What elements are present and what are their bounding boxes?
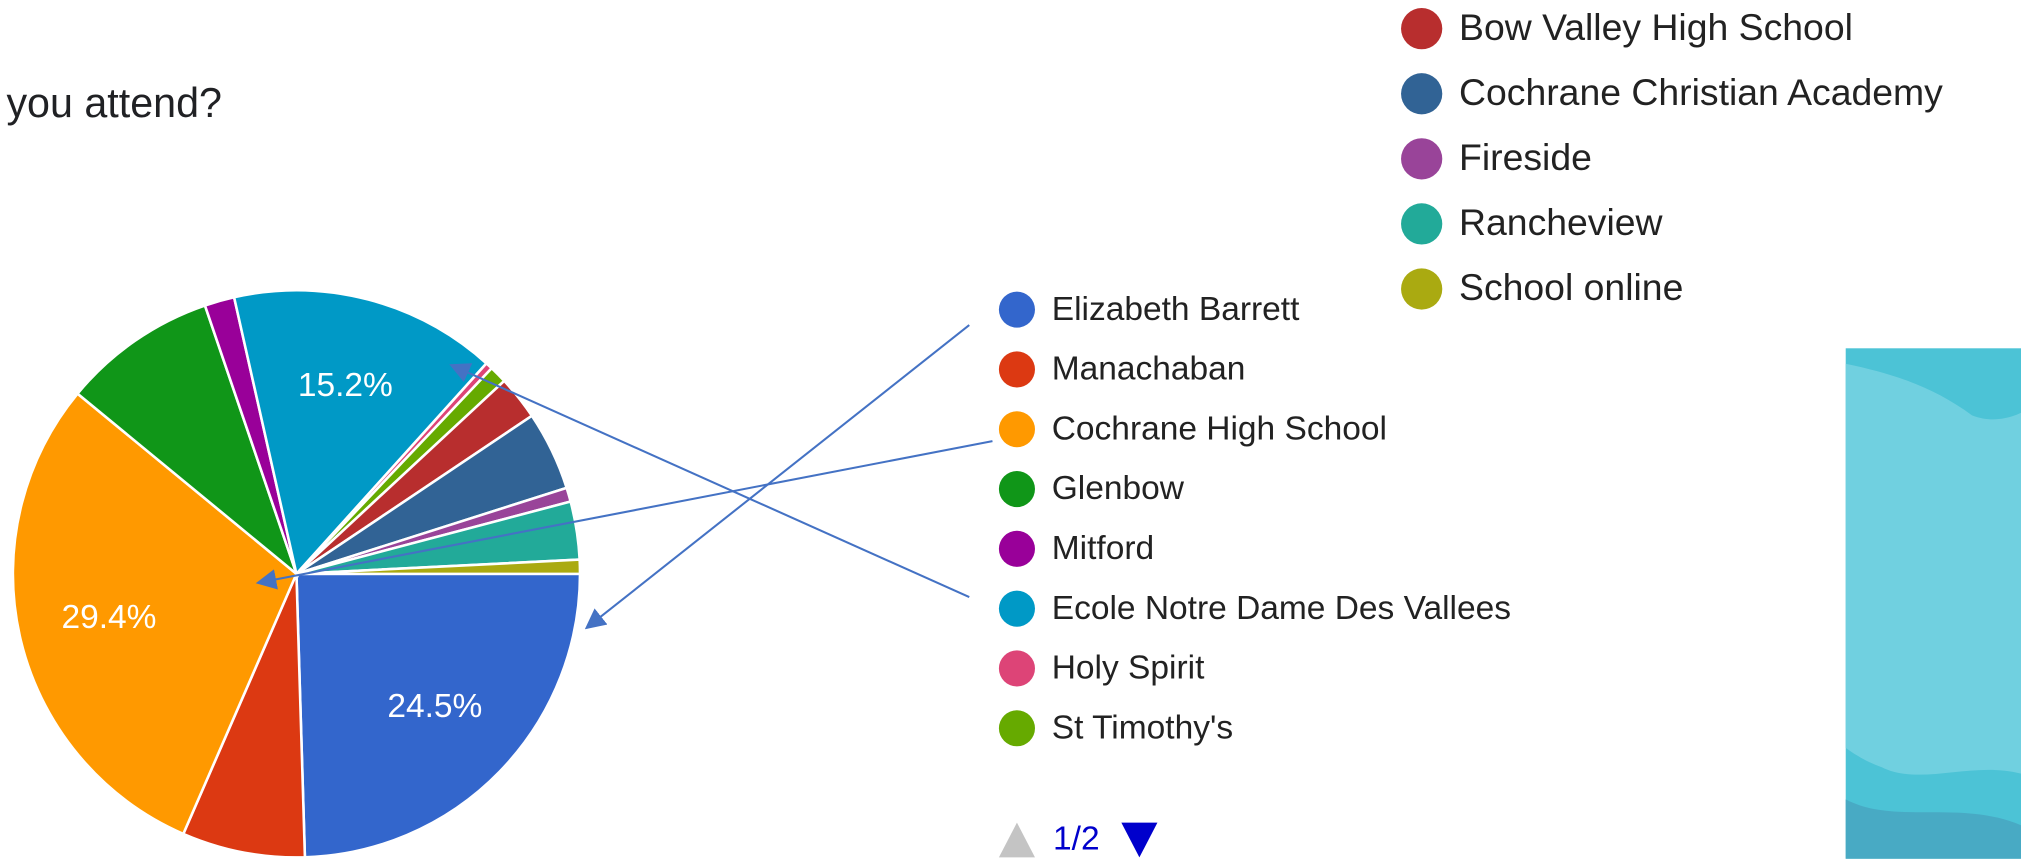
legend-swatch xyxy=(998,710,1035,747)
pie-slice xyxy=(11,391,299,836)
legend-label: St Timothy's xyxy=(1052,709,1233,746)
legend-label: Elizabeth Barrett xyxy=(1052,291,1300,328)
legend-label: Cochrane High School xyxy=(1052,410,1387,447)
legend-swatch xyxy=(1401,73,1443,115)
legend-swatch xyxy=(998,530,1035,567)
legend-swatch xyxy=(998,291,1035,328)
pie: 24.5% 29.4% 15.2% xyxy=(11,289,582,859)
legend-swatch xyxy=(998,650,1035,687)
background-image xyxy=(1845,348,2021,859)
data-label: 15.2% xyxy=(298,367,393,404)
annotation-arrows xyxy=(255,324,993,630)
pager-prev[interactable] xyxy=(998,822,1035,858)
legend-swatch xyxy=(1401,8,1443,50)
legend-swatch xyxy=(1401,268,1443,310)
legend-pager: 1/2 xyxy=(998,821,1158,858)
pie-slice xyxy=(295,572,582,859)
pie-slice xyxy=(296,558,582,576)
legend-label: Ecole Notre Dame Des Vallees xyxy=(1052,590,1511,627)
pie-slice xyxy=(232,289,489,577)
legend-swatch xyxy=(998,471,1035,508)
legend-swatch xyxy=(998,411,1035,448)
legend-label: Bow Valley High School xyxy=(1459,6,1853,48)
pager-next[interactable] xyxy=(1121,822,1158,858)
legend-label: Rancheview xyxy=(1459,201,1664,243)
legend: Elizabeth Barrett Manachaban Cochrane High… xyxy=(998,6,1943,747)
pager-label: 1/2 xyxy=(1053,821,1100,858)
legend-label: Fireside xyxy=(1459,136,1592,178)
pie-slice xyxy=(75,303,300,578)
chart-title: you attend? xyxy=(6,80,222,126)
pie-slice xyxy=(181,573,307,859)
legend-swatch xyxy=(1401,203,1443,245)
legend-swatch xyxy=(998,590,1035,627)
legend-label: Mitford xyxy=(1052,530,1154,567)
legend-label: Manachaban xyxy=(1052,351,1246,388)
legend-label: Cochrane Christian Academy xyxy=(1459,71,1943,113)
data-label: 29.4% xyxy=(61,599,156,636)
legend-swatch xyxy=(998,351,1035,388)
legend-label: Glenbow xyxy=(1052,470,1185,507)
data-label: 24.5% xyxy=(387,688,482,725)
legend-label: School online xyxy=(1459,266,1683,308)
legend-label: Holy Spirit xyxy=(1052,650,1205,687)
legend-swatch xyxy=(1401,138,1443,180)
